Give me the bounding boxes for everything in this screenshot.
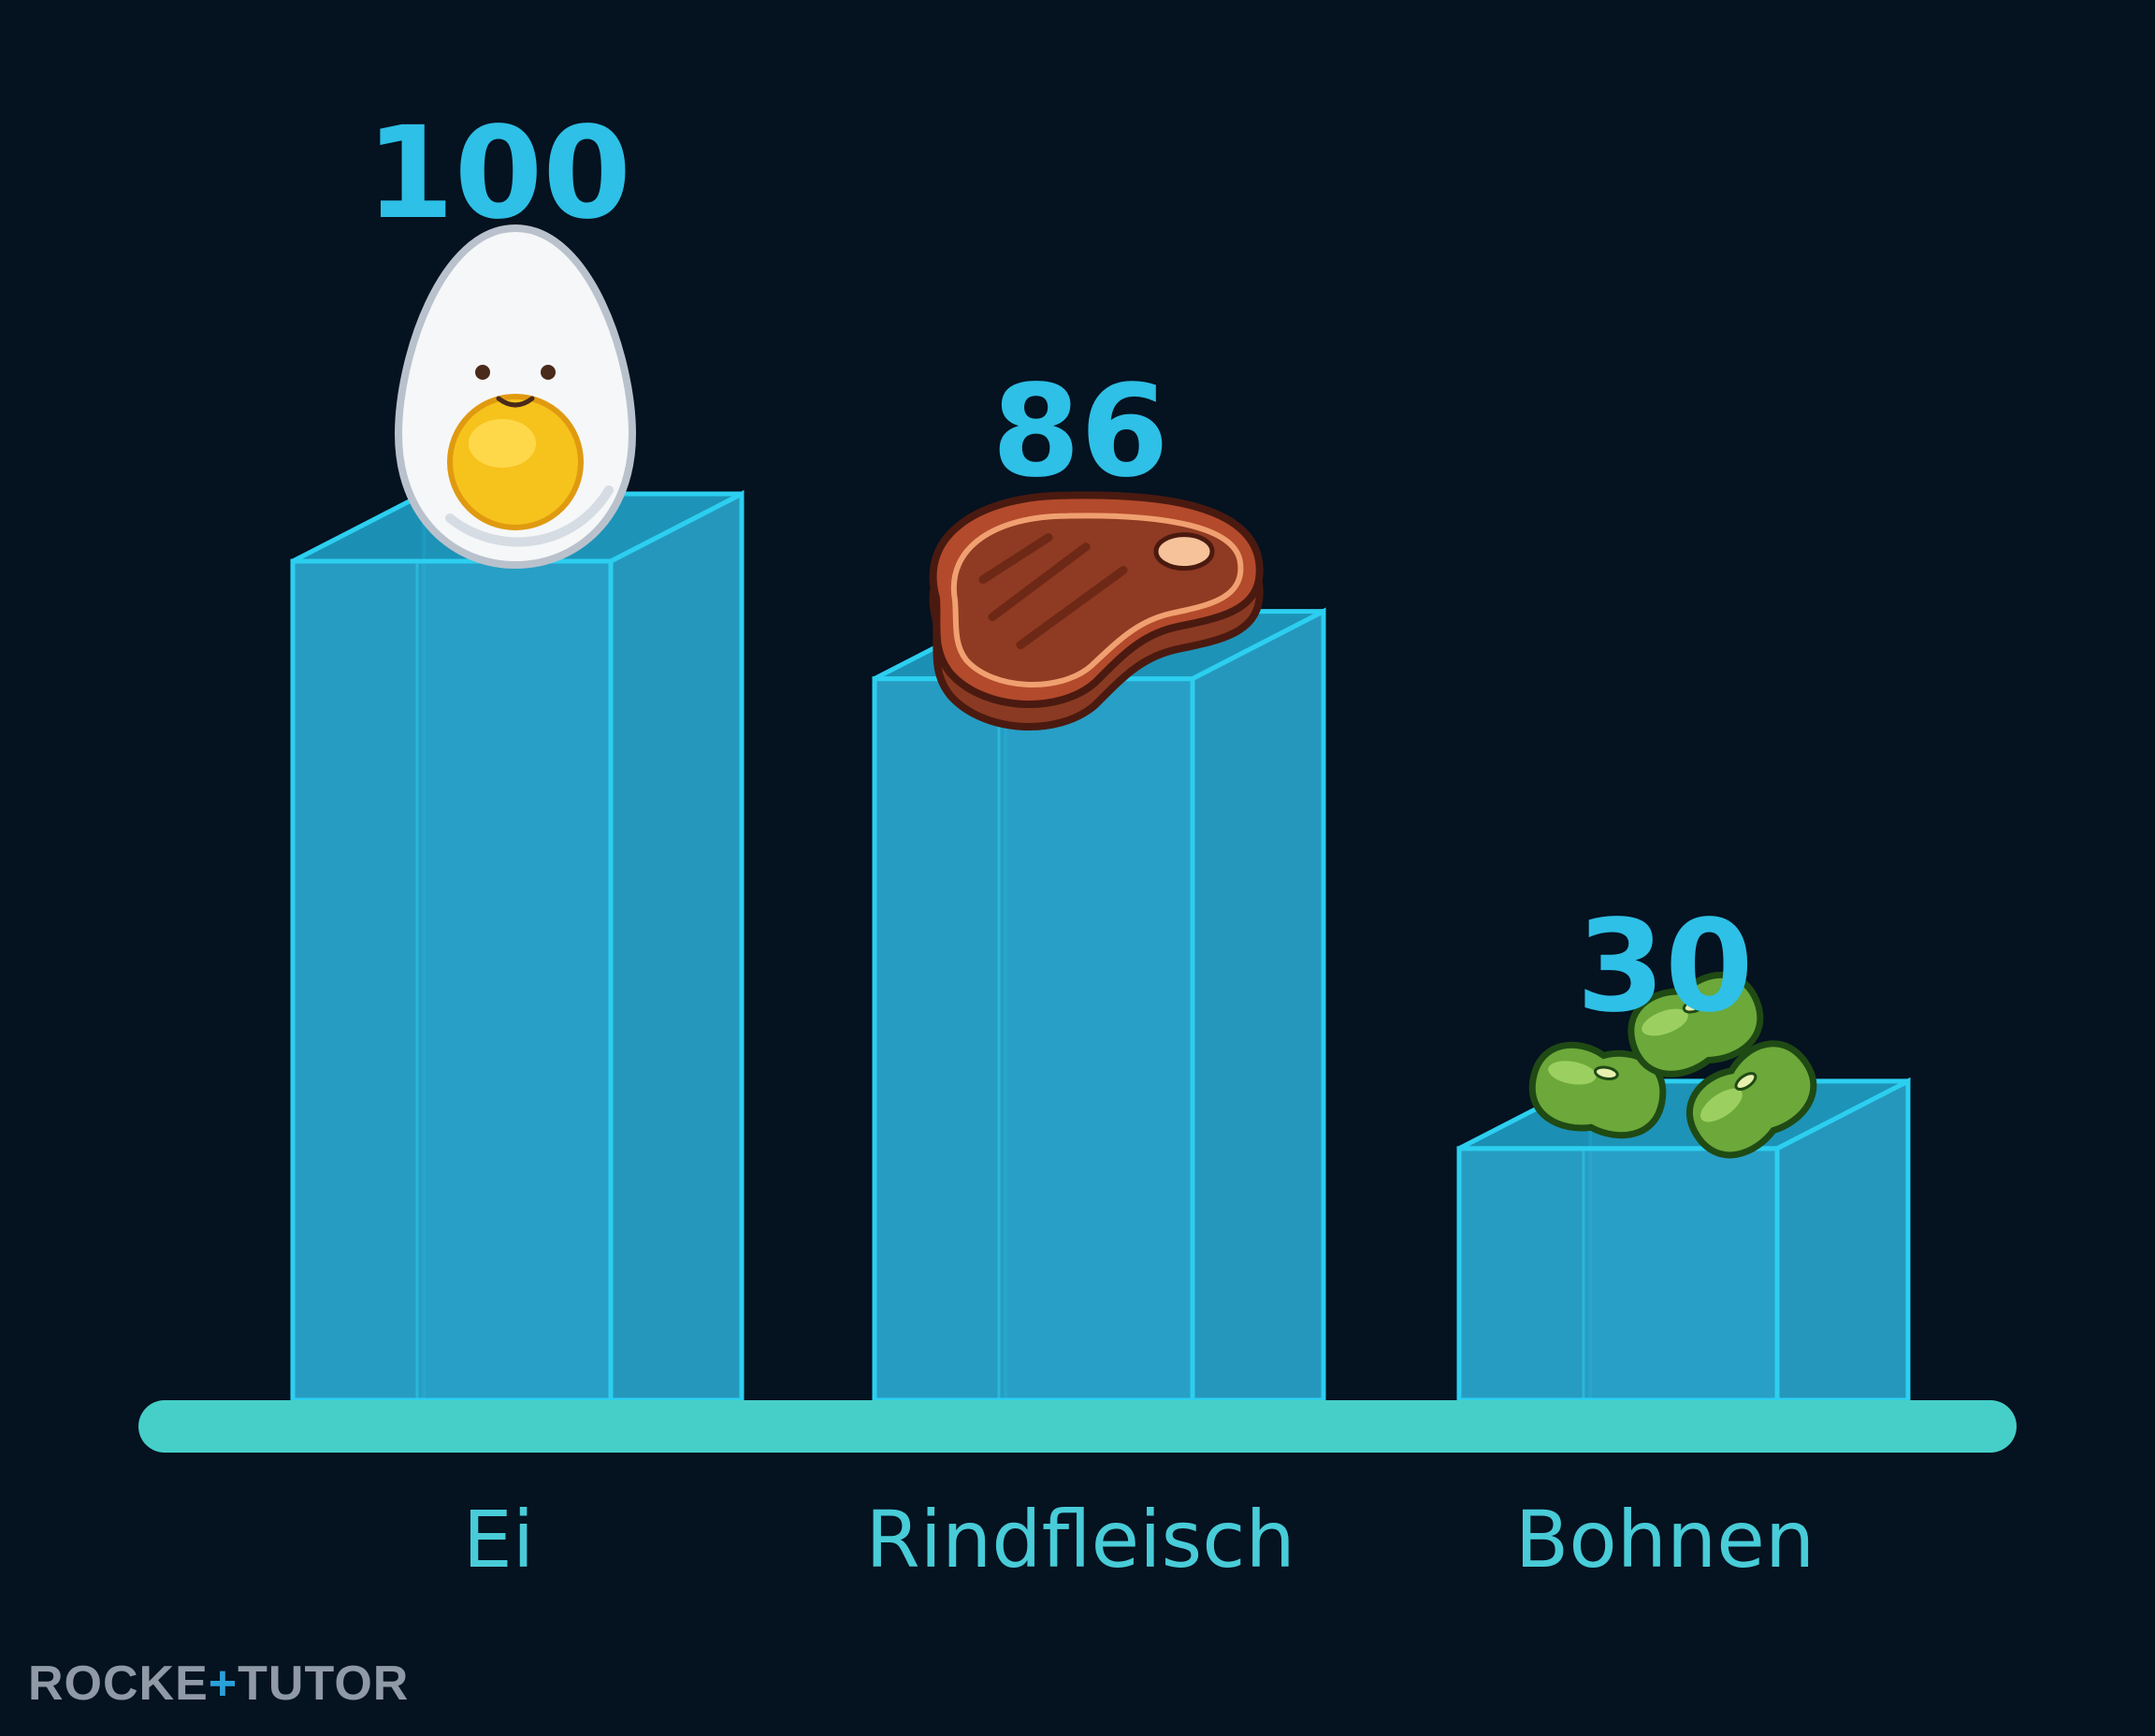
bars-layer — [290, 489, 1911, 1403]
category-label-ei: Ei — [463, 1494, 534, 1585]
logo-text-left: ROCKE — [28, 1656, 209, 1711]
bean-eye — [1682, 997, 1707, 1014]
bar-side-face — [608, 489, 745, 1403]
category-label-rindfleisch: Rindfleisch — [865, 1494, 1294, 1585]
steak-grill-mark — [988, 542, 1091, 622]
logo-plus: + — [208, 1656, 239, 1711]
egg-yolk-highlight — [469, 419, 536, 468]
bean-top — [1627, 971, 1764, 1078]
bean-eye — [1734, 1072, 1757, 1092]
bean-highlight — [1548, 1061, 1597, 1085]
bar-ei — [290, 489, 745, 1403]
bean-right — [1685, 1040, 1817, 1159]
steak-grill-mark — [1016, 566, 1128, 650]
value-label-ei: 100 — [366, 100, 631, 248]
bar-bohnen — [1456, 1077, 1911, 1403]
category-label-bohnen: Bohnen — [1515, 1494, 1815, 1585]
bean-eye — [1594, 1065, 1619, 1081]
logo-text-right: TUTOR — [238, 1656, 410, 1711]
steak-bone — [1153, 532, 1215, 571]
rocket-tutor-logo: ROCKE + TUTOR — [28, 1656, 409, 1712]
bean-body — [1685, 1040, 1817, 1159]
bar-front-face — [290, 558, 614, 1403]
steak-icon — [929, 491, 1264, 731]
bean-left — [1528, 1041, 1667, 1139]
bar-rindfleisch — [872, 607, 1326, 1403]
egg-eye-left — [475, 365, 490, 380]
icons-layer — [394, 224, 1817, 1159]
bar-front-face — [872, 676, 1195, 1403]
beans-icon — [1528, 971, 1817, 1159]
steak-grill-mark — [978, 533, 1053, 585]
labels-layer: 100 Ei 86 Rindfleisch 30 Bohnen — [366, 100, 1815, 1585]
value-label-rindfleisch: 86 — [991, 358, 1168, 506]
bean-highlight — [1642, 1008, 1688, 1036]
bar-side-face — [1190, 607, 1326, 1403]
egg-icon — [394, 224, 637, 570]
egg-eye-right — [541, 365, 556, 380]
bean-body — [1627, 971, 1764, 1078]
x-axis-baseline — [138, 1400, 2017, 1453]
value-label-bohnen: 30 — [1576, 893, 1753, 1041]
bar-front-face — [1456, 1146, 1780, 1403]
bean-highlight — [1700, 1088, 1743, 1122]
egg-smile — [496, 396, 535, 408]
egg-shading — [445, 485, 614, 547]
